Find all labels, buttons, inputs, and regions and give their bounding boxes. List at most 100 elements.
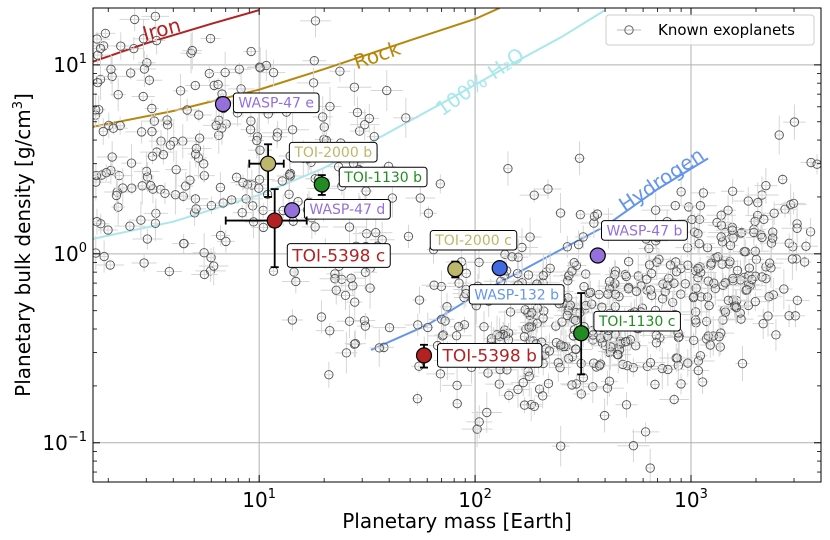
known-exoplanet-point — [98, 118, 108, 145]
known-exoplanet-marker — [792, 223, 802, 233]
known-exoplanet-point — [185, 80, 206, 91]
known-exoplanet-point — [633, 346, 662, 386]
known-exoplanet-marker — [482, 407, 492, 418]
known-exoplanet-point — [244, 170, 275, 189]
known-exoplanet-point — [570, 269, 601, 279]
known-exoplanet-point — [724, 223, 742, 253]
known-exoplanet-marker — [706, 258, 716, 268]
known-exoplanet-marker — [436, 281, 447, 292]
known-exoplanet-point — [96, 141, 128, 173]
known-exoplanet-point — [631, 422, 660, 442]
known-exoplanet-marker — [701, 316, 712, 327]
known-exoplanet-point — [651, 352, 685, 387]
known-exoplanet-marker — [199, 159, 209, 169]
known-exoplanet-point — [603, 348, 631, 361]
known-exoplanet-point — [261, 59, 286, 86]
known-exoplanet-point — [335, 332, 358, 374]
known-exoplanet-marker — [703, 331, 713, 341]
known-exoplanet-marker — [318, 112, 328, 122]
known-exoplanet-point — [573, 230, 584, 260]
known-exoplanet-point — [349, 126, 370, 136]
known-exoplanet-point — [132, 228, 163, 250]
known-exoplanet-marker — [415, 193, 425, 203]
planet-toi-1130-c: TOI-1130 c — [573, 292, 681, 376]
known-exoplanet-marker — [771, 330, 781, 340]
known-exoplanet-point — [720, 194, 737, 226]
planet-toi-5398-c: TOI-5398 c — [224, 188, 391, 269]
known-exoplanet-point — [561, 380, 583, 390]
known-exoplanet-marker — [524, 322, 534, 332]
known-exoplanet-point — [526, 397, 542, 416]
known-exoplanet-point — [466, 405, 493, 439]
known-exoplanet-point — [133, 19, 154, 59]
planet-toi-2000-c: TOI-2000 c — [429, 229, 518, 279]
legend-box — [605, 14, 815, 46]
known-exoplanet-point — [548, 362, 572, 373]
known-exoplanet-point — [556, 338, 566, 352]
known-exoplanet-point — [459, 316, 470, 333]
known-exoplanet-point — [138, 54, 156, 71]
known-exoplanet-point — [717, 280, 739, 321]
known-exoplanet-marker — [595, 359, 606, 369]
known-exoplanet-point — [755, 290, 783, 304]
known-exoplanet-marker — [519, 332, 530, 342]
known-exoplanet-marker — [569, 257, 579, 268]
known-exoplanet-marker — [759, 214, 769, 224]
known-exoplanet-marker — [111, 190, 122, 201]
known-exoplanet-marker — [669, 394, 679, 405]
known-exoplanet-point — [281, 269, 310, 294]
planet-label-box — [437, 343, 543, 368]
known-exoplanet-point — [783, 233, 796, 253]
known-exoplanet-marker — [352, 107, 363, 118]
known-exoplanet-marker — [606, 342, 616, 352]
known-exoplanet-point — [503, 151, 513, 187]
known-exoplanet-marker — [556, 340, 566, 350]
planet-marker — [491, 260, 508, 277]
known-exoplanet-marker — [788, 198, 799, 209]
known-exoplanet-marker — [589, 218, 599, 228]
known-exoplanet-marker — [742, 285, 752, 295]
known-exoplanet-marker — [720, 278, 730, 288]
known-exoplanet-marker — [645, 285, 656, 295]
known-exoplanet-point — [318, 86, 342, 126]
known-exoplanet-marker — [744, 263, 755, 273]
known-exoplanet-marker — [344, 222, 355, 232]
known-exoplanet-marker — [792, 295, 802, 306]
known-exoplanet-marker — [130, 14, 140, 25]
known-exoplanet-point — [207, 197, 240, 209]
known-exoplanet-point — [249, 122, 264, 159]
known-exoplanet-point — [615, 392, 638, 418]
known-exoplanet-marker — [604, 276, 615, 286]
known-exoplanet-marker — [254, 174, 265, 185]
known-exoplanet-point — [435, 174, 446, 194]
known-exoplanet-marker — [246, 116, 256, 126]
known-exoplanet-point — [204, 65, 214, 82]
known-exoplanet-marker — [319, 122, 329, 132]
known-exoplanet-marker — [175, 86, 186, 96]
known-exoplanet-marker — [384, 322, 395, 333]
known-exoplanet-marker — [688, 293, 699, 303]
known-exoplanet-point — [658, 200, 692, 211]
known-exoplanet-marker — [452, 398, 462, 409]
known-exoplanet-point — [732, 259, 743, 282]
known-exoplanet-marker — [99, 251, 109, 262]
known-exoplanet-point — [518, 217, 542, 257]
known-exoplanet-point — [230, 174, 256, 191]
known-exoplanet-marker — [812, 159, 821, 169]
known-exoplanet-point — [637, 255, 662, 274]
known-exoplanet-point — [95, 56, 129, 97]
curve-label: 100% H₂O — [431, 42, 529, 120]
known-exoplanet-point — [678, 269, 693, 299]
known-exoplanet-marker — [324, 370, 334, 380]
known-exoplanet-marker — [147, 126, 157, 137]
known-exoplanet-marker — [739, 246, 749, 257]
known-exoplanet-point — [677, 203, 707, 236]
known-exoplanet-marker — [401, 113, 411, 123]
known-exoplanet-point — [126, 66, 136, 80]
known-exoplanet-marker — [287, 125, 298, 135]
highlighted-planets: WASP-47 e TOI-2000 b TOI-1130 b WASP-47 d TO… — [214, 92, 688, 376]
known-exoplanet-marker — [732, 265, 743, 276]
known-exoplanet-point — [510, 369, 536, 397]
planet-label-box — [232, 92, 320, 114]
known-exoplanet-marker — [680, 279, 690, 289]
